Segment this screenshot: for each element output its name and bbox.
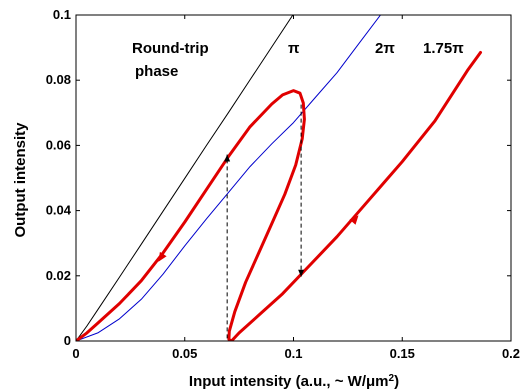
x-tick-label: 0: [72, 346, 79, 361]
y-tick-label: 0.08: [46, 72, 71, 87]
series-line-pi: [76, 15, 294, 341]
x-tick-label: 0.05: [172, 346, 197, 361]
y-axis-label: Output intensity: [12, 122, 29, 238]
annotation-round-trip: Round-trip: [132, 40, 209, 57]
plot-clipped-group: [76, 15, 482, 341]
jump-arrowhead: [298, 269, 305, 277]
x-axis-label-sup: 2: [389, 373, 395, 384]
y-tick-label: 0.06: [46, 137, 71, 152]
x-axis-label: Input intensity (a.u., ~ W/μm2): [189, 373, 399, 391]
y-tick-label: 0.02: [46, 268, 71, 283]
y-tick-label: 0.1: [53, 7, 71, 22]
x-tick-label: 0.1: [284, 346, 302, 361]
x-axis-label-main: Input intensity (a.u., ~ W/μm: [189, 373, 389, 390]
series-line-1-75pi: [76, 51, 482, 341]
direction-arrow: [158, 251, 167, 262]
axes: 0 0.05 0.1 0.15 0.2 0 0.02 0.04 0.06 0.08 0.1: [46, 7, 520, 361]
jump-arrowhead: [224, 154, 231, 162]
x-tick-label: 0.2: [502, 346, 520, 361]
annotation-phase: phase: [135, 63, 178, 80]
annotation-pi: π: [288, 40, 300, 57]
annotation-2pi: 2π: [375, 40, 395, 57]
series-line-2pi: [76, 15, 381, 341]
plot-area: [76, 15, 482, 341]
y-tick-label: 0: [64, 333, 71, 348]
x-tick-label: 0.15: [390, 346, 415, 361]
annotation-1-75pi: 1.75π: [423, 40, 464, 57]
y-tick-label: 0.04: [46, 203, 72, 218]
direction-arrow: [349, 215, 359, 225]
x-axis-label-end: ): [394, 373, 399, 390]
